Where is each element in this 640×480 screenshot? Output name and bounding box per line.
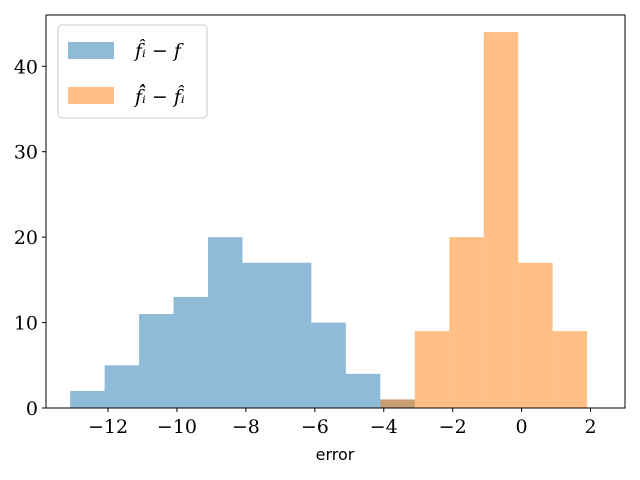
x-axis-label: error [316, 445, 355, 464]
x-tick-label: −2 [439, 416, 467, 438]
y-tick-label: 30 [14, 142, 38, 164]
x-tick-label: −6 [301, 416, 329, 438]
histogram-bars [70, 32, 588, 409]
y-tick-label: 0 [26, 398, 38, 420]
legend-label-series-2: f̂̂ᵢ − f̂ᵢ [133, 83, 185, 108]
series-1-bar-5 [207, 237, 243, 408]
series-1-bar-1 [70, 390, 105, 408]
x-axis-ticks: −12 −10 −8 −6 −4 −2 0 2 [88, 408, 597, 438]
plot-frame [45, 14, 626, 409]
legend: f̂ᵢ − f f̂̂ᵢ − f̂ᵢ [57, 24, 208, 119]
series-2-bar-4 [483, 32, 519, 409]
series-1-bar-3 [139, 314, 174, 408]
y-tick-label: 40 [14, 56, 38, 78]
series-2-bar-5 [518, 262, 553, 408]
x-tick-label: −8 [232, 416, 260, 438]
y-axis-ticks: 0 10 20 30 40 [14, 56, 46, 420]
series-1-bar-4 [173, 296, 208, 408]
series-2-bar-2 [414, 331, 450, 408]
x-tick-label: 2 [584, 416, 596, 438]
legend-swatch-series-1 [68, 42, 114, 59]
series-2-bar-6 [552, 331, 588, 408]
series-1-bar-9 [345, 373, 381, 408]
y-tick-label: 20 [14, 227, 38, 249]
y-tick-label: 10 [14, 313, 38, 335]
series-1-bar-2 [104, 365, 140, 408]
series-2-bar-1 [380, 399, 415, 408]
x-tick-label: −10 [157, 416, 197, 438]
x-tick-label: −12 [88, 416, 128, 438]
series-1-bar-8 [311, 322, 346, 408]
x-tick-label: 0 [516, 416, 528, 438]
series-1-bar-6 [242, 262, 277, 408]
x-tick-label: −4 [370, 416, 398, 438]
series-2-bar-3 [449, 237, 484, 408]
legend-swatch-series-2 [68, 87, 114, 104]
series-1-bar-7 [276, 262, 312, 408]
legend-label-series-1: f̂ᵢ − f [133, 39, 184, 62]
